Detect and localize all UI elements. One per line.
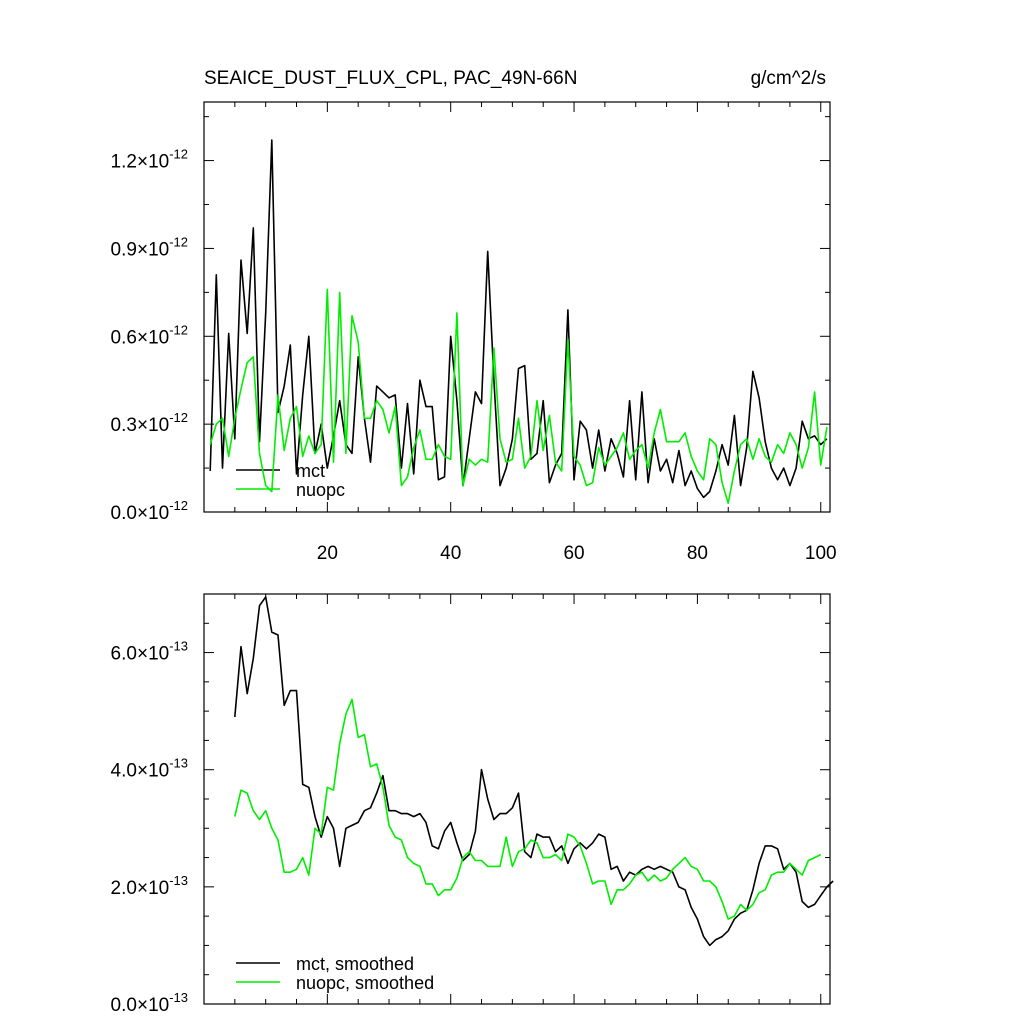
y-tick-label: 0.6×10-12 (111, 322, 188, 348)
legend-label: mct, smoothed (296, 954, 414, 974)
chart-title: SEAICE_DUST_FLUX_CPL, PAC_49N-66N (204, 68, 577, 89)
x-tick-label: 60 (563, 543, 584, 564)
series-line-1 (209, 288, 828, 505)
plot-frame (203, 101, 831, 513)
legend-label: nuopc (296, 480, 345, 500)
y-tick-label: 1.2×10-12 (111, 147, 188, 173)
y-tick-label: 0.0×10-13 (111, 990, 188, 1016)
top-panel: 20 40 60 80 100 0.0×10-12 0.3×10-12 0.6×10-12 0.… (111, 101, 837, 564)
x-tick-label: 100 (805, 543, 837, 564)
bottom-panel: 0.0×10-13 2.0×10-13 4.0×10-13 6.0×10-13 mct,… (111, 593, 834, 1016)
x-tick-label: 80 (687, 543, 708, 564)
legend-label: mct (296, 461, 325, 481)
y-tick-label: 4.0×10-13 (111, 756, 188, 782)
series-line-0 (234, 596, 834, 947)
y-tick-label: 2.0×10-13 (111, 873, 188, 899)
units-label: g/cm^2/s (751, 68, 826, 89)
y-tick-label: 0.9×10-12 (111, 234, 188, 260)
series-line-0 (209, 139, 828, 499)
y-tick-label: 0.0×10-12 (111, 498, 188, 524)
legend-label: nuopc, smoothed (296, 973, 434, 993)
y-tick-label: 0.3×10-12 (111, 410, 188, 436)
series-line-1 (234, 698, 822, 920)
x-tick-label: 20 (317, 543, 338, 564)
plot-frame (203, 593, 831, 1005)
y-tick-label: 6.0×10-13 (111, 639, 188, 665)
x-tick-label: 40 (440, 543, 461, 564)
